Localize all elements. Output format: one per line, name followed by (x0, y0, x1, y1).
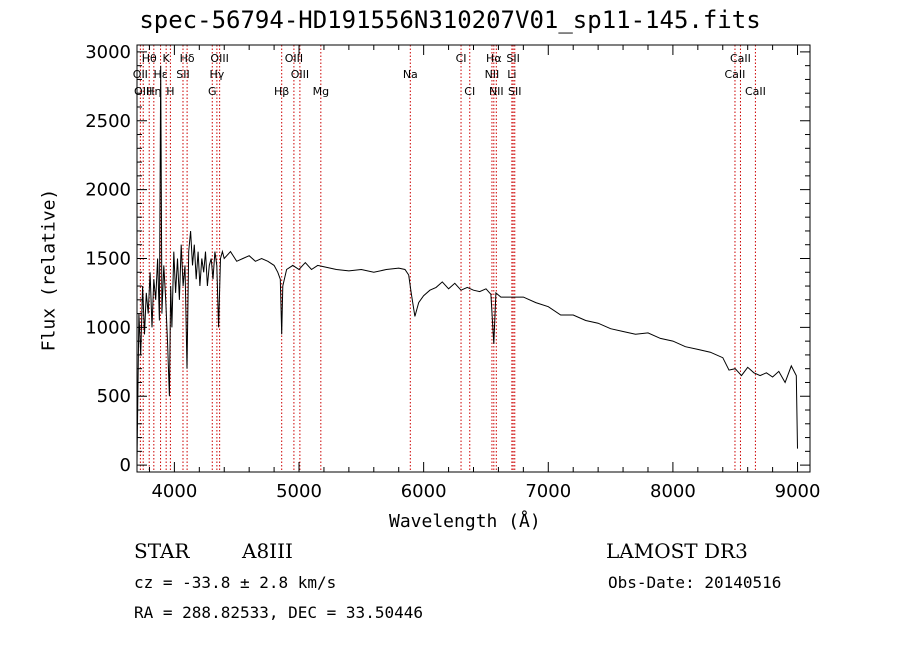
redshift-cz: cz = -33.8 ± 2.8 km/s (134, 573, 337, 592)
line-label: Hθ (142, 52, 157, 65)
line-label: OIII (134, 85, 152, 98)
x-tick-label: 6000 (401, 481, 447, 502)
y-tick-label: 1000 (85, 317, 131, 338)
line-label: SII (176, 68, 189, 81)
line-label: SII (508, 85, 521, 98)
line-label: G (208, 85, 217, 98)
obs-date: Obs-Date: 20140516 (608, 573, 782, 592)
y-tick-label: 2500 (85, 111, 131, 132)
line-label: Hα (486, 52, 502, 65)
axes: 4000 5000 6000 7000 8000 9000 0 500 1000 1500 2000… (85, 42, 820, 502)
line-label: OIII (210, 52, 228, 65)
chart-title: spec-56794-HD191556N310207V01_sp11-145.f… (139, 6, 761, 34)
line-label: OIII (291, 68, 309, 81)
line-label: Hη (146, 85, 161, 98)
spectrum-series (136, 65, 798, 463)
y-tick-label: 0 (120, 455, 131, 476)
y-tick-label: 2000 (85, 180, 131, 201)
x-tick-label: 5000 (276, 481, 322, 502)
x-tick-label: 8000 (650, 481, 696, 502)
line-label: Hδ (180, 52, 195, 65)
y-tick-label: 500 (97, 386, 131, 407)
line-label: CI (456, 52, 467, 65)
line-label: Hγ (209, 68, 224, 81)
line-label: K (163, 52, 171, 65)
object-type: STAR (134, 539, 190, 563)
line-label: CI (464, 85, 475, 98)
line-label: Na (403, 68, 418, 81)
x-tick-label: 9000 (775, 481, 821, 502)
line-label: NII (489, 85, 504, 98)
x-tick-label: 4000 (151, 481, 197, 502)
line-label: CaII (725, 68, 746, 81)
line-label: Hβ (274, 85, 289, 98)
line-label: SII (506, 52, 519, 65)
x-axis-title: Wavelength (Å) (389, 511, 541, 532)
line-label: Li (507, 68, 516, 81)
line-markers (139, 45, 756, 472)
survey-name: LAMOST DR3 (606, 539, 748, 563)
y-tick-label: 1500 (85, 249, 131, 270)
plot-area (136, 65, 798, 463)
line-label: CaII (730, 52, 751, 65)
line-label: H (166, 85, 174, 98)
line-label: Mg (313, 85, 329, 98)
line-label: OIII (285, 52, 303, 65)
line-label: NII (485, 68, 500, 81)
plot-frame (136, 44, 811, 473)
x-tick-label: 7000 (525, 481, 571, 502)
spectral-class: A8III (242, 539, 293, 563)
coordinates: RA = 288.82533, DEC = 33.50446 (134, 603, 423, 622)
y-axis-title: Flux (relative) (38, 188, 60, 352)
line-label: CaII (745, 85, 766, 98)
y-tick-label: 3000 (85, 42, 131, 63)
